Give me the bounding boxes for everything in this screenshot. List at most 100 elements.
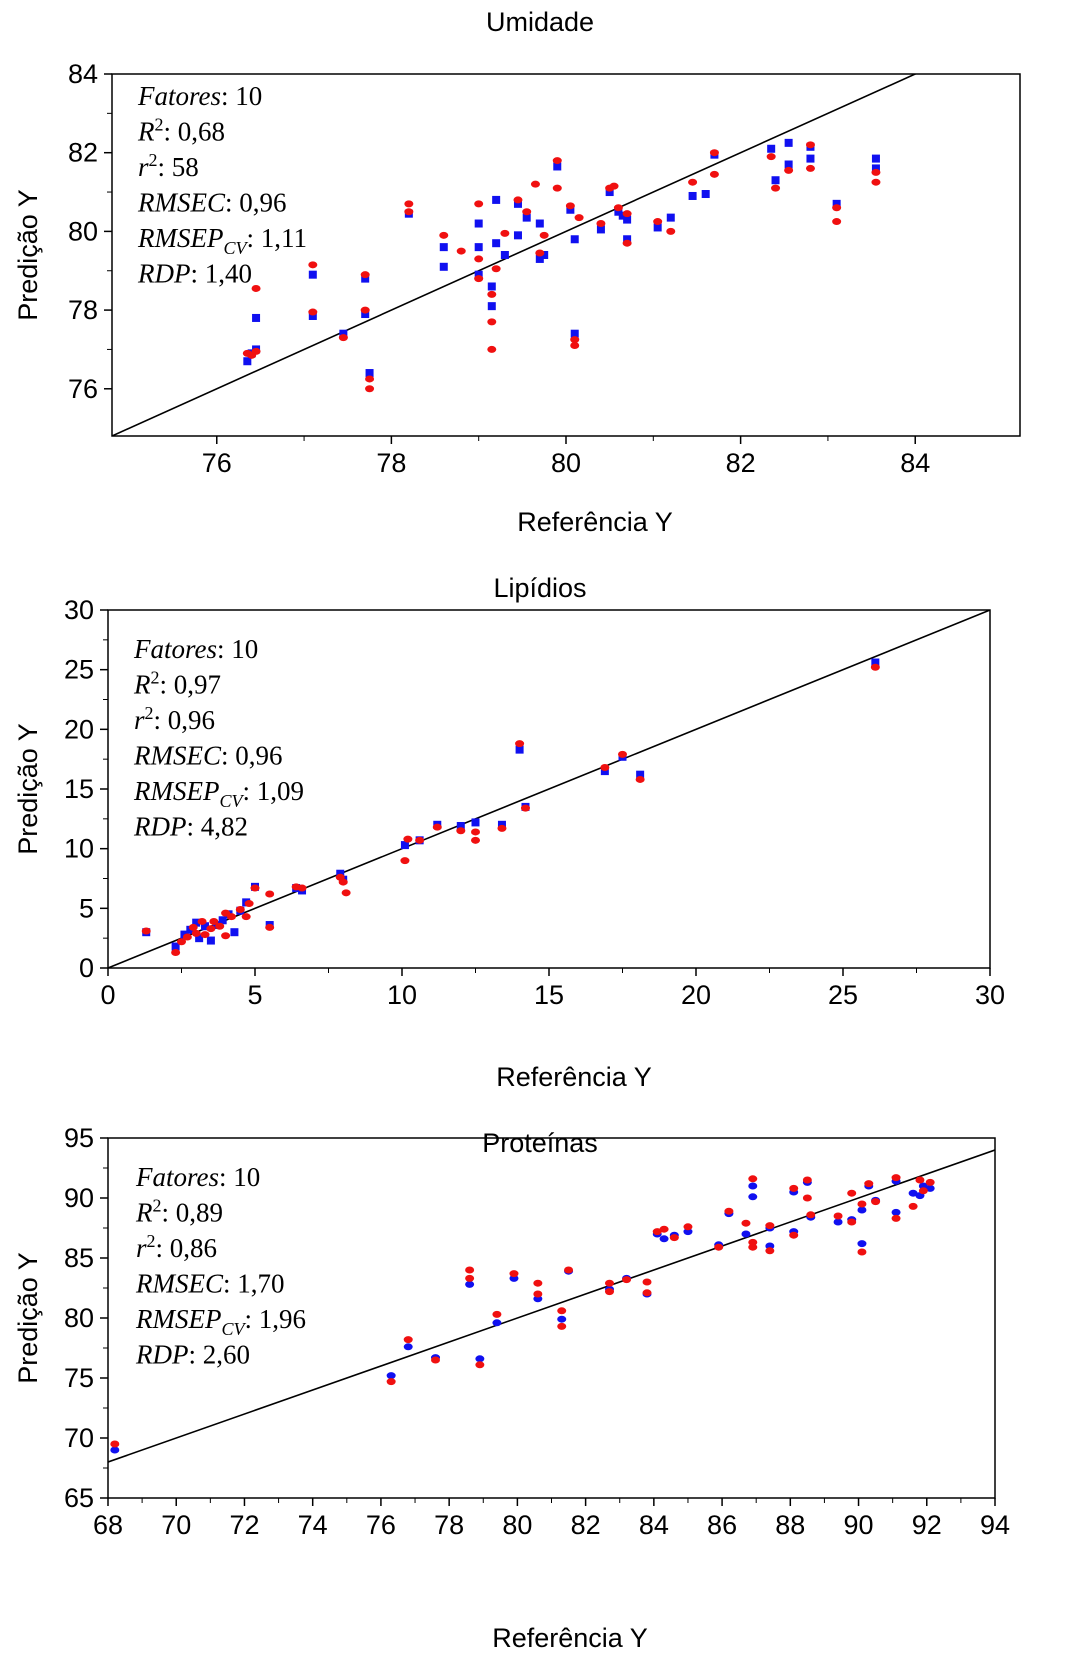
data-point-red	[891, 1214, 901, 1222]
data-point-red	[857, 1248, 867, 1256]
data-point-red	[110, 1440, 120, 1448]
x-tick-label: 30	[975, 980, 1005, 1010]
data-point-blue	[206, 936, 215, 945]
data-point-blue	[765, 1242, 775, 1250]
y-axis-label-group: Predição Y	[13, 189, 43, 321]
data-point-blue	[456, 821, 465, 830]
data-point-red	[857, 1200, 867, 1208]
data-point-blue	[857, 1240, 867, 1248]
data-point-red	[653, 218, 663, 226]
data-point-red	[171, 948, 181, 956]
data-point-red	[297, 884, 307, 892]
x-tick-label: 80	[551, 448, 581, 478]
stat-value: : 10	[217, 634, 258, 664]
stat-value: : 0,97	[160, 670, 222, 700]
y-tick-label: 65	[64, 1483, 94, 1513]
data-point-red	[308, 308, 318, 316]
x-tick-label: 0	[100, 980, 115, 1010]
data-point-red	[925, 1178, 935, 1186]
data-point-blue	[871, 164, 880, 173]
data-point-blue	[492, 239, 501, 248]
data-point-blue	[857, 1206, 867, 1214]
stat-line: RDP: 4,82	[133, 812, 248, 842]
data-point-blue	[230, 928, 239, 937]
x-tick-label: 25	[828, 980, 858, 1010]
data-point-blue	[618, 211, 627, 220]
y-tick-label: 78	[68, 295, 98, 325]
stat-line: r2: 0,86	[136, 1231, 217, 1263]
data-point-red	[386, 1378, 396, 1386]
data-point-red	[748, 1238, 758, 1246]
data-point-blue	[474, 270, 483, 279]
data-point-red	[666, 227, 676, 235]
data-point-red	[891, 1174, 901, 1182]
data-point-red	[365, 375, 375, 383]
data-point-red	[789, 1231, 799, 1239]
stat-line: r2: 58	[138, 150, 199, 182]
stat-line: Fatores: 10	[135, 1162, 260, 1192]
stat-line: RMSEC: 0,96	[137, 188, 287, 218]
data-point-red	[805, 141, 815, 149]
y-axis-label: Predição Y	[13, 189, 43, 321]
data-point-red	[918, 1187, 928, 1195]
data-point-blue	[918, 1182, 928, 1190]
stat-line: RMSEC: 0,96	[133, 741, 283, 771]
data-point-red	[642, 1278, 652, 1286]
y-tick-label: 0	[79, 953, 94, 983]
data-point-red	[200, 931, 210, 939]
data-point-red	[465, 1266, 475, 1274]
data-point-red	[365, 385, 375, 393]
data-point-red	[244, 900, 254, 908]
chart-proteinas: Proteínas Predição Y Referência Y 68 70 72…	[13, 1123, 1010, 1653]
data-point-blue	[533, 1295, 543, 1303]
data-point-blue	[252, 313, 261, 322]
y-tick-label: 82	[68, 138, 98, 168]
data-point-red	[709, 149, 719, 157]
stat-value: : 0,96	[154, 705, 216, 735]
data-point-blue	[623, 215, 632, 224]
stat-subscript: CV	[219, 791, 244, 811]
data-point-red	[404, 200, 414, 208]
data-point-blue	[339, 329, 348, 338]
y-tick-label: 25	[64, 655, 94, 685]
data-point-red	[604, 1279, 614, 1287]
stat-value: : 10	[221, 81, 262, 111]
data-point-red	[221, 932, 231, 940]
data-point-blue	[192, 918, 201, 927]
data-point-red	[530, 180, 540, 188]
stat-key: r	[136, 1233, 147, 1263]
data-point-red	[765, 1247, 775, 1255]
data-point-blue	[515, 745, 524, 754]
stat-value: : 1,11	[247, 223, 308, 253]
data-point-red	[533, 1290, 543, 1298]
data-point-red	[475, 1361, 485, 1369]
data-point-red	[570, 342, 580, 349]
x-tick-label: 76	[366, 1510, 396, 1540]
data-point-blue	[832, 199, 841, 208]
y-tick-label: 84	[68, 59, 98, 89]
x-tick-label: 82	[726, 448, 756, 478]
data-point-red	[226, 913, 236, 921]
data-point-blue	[570, 235, 579, 244]
data-point-red	[635, 775, 645, 783]
stat-value: : 0,96	[221, 741, 283, 771]
x-tick-label: 78	[434, 1510, 464, 1540]
data-point-blue	[400, 841, 409, 850]
data-point-blue	[243, 357, 252, 366]
reference-line	[112, 74, 918, 436]
stat-key: RMSEC	[135, 1269, 224, 1299]
data-point-red	[748, 1243, 758, 1251]
data-point-red	[400, 857, 410, 865]
x-tick-label: 94	[980, 1510, 1010, 1540]
data-point-blue	[605, 188, 614, 197]
data-point-blue	[403, 1343, 413, 1351]
stat-key: Fatores	[133, 634, 217, 664]
data-point-red	[251, 347, 261, 355]
stat-superscript: 2	[151, 668, 160, 688]
data-point-red	[474, 200, 484, 208]
data-point-red	[557, 1307, 567, 1315]
data-point-blue	[110, 1446, 120, 1454]
data-point-blue	[653, 223, 662, 232]
data-point-red	[683, 1223, 693, 1231]
